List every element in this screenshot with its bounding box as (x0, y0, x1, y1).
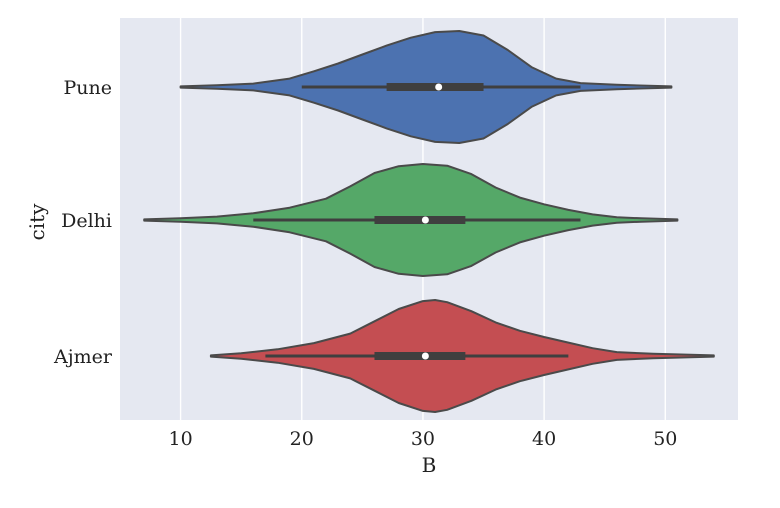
violin-median-pune (435, 83, 443, 91)
violin-box-pune (386, 83, 484, 91)
x-tick-label-40: 40 (532, 428, 556, 450)
x-axis-ticks: 10 20 30 40 50 (168, 428, 677, 450)
violin-median-delhi (421, 216, 429, 224)
y-tick-label-ajmer: Ajmer (53, 346, 113, 368)
x-tick-label-10: 10 (168, 428, 192, 450)
violins (143, 30, 715, 413)
x-tick-label-30: 30 (411, 428, 435, 450)
y-axis-categories: Pune Delhi Ajmer (53, 77, 113, 368)
y-tick-label-pune: Pune (63, 77, 112, 99)
y-axis-label: city (25, 203, 49, 241)
violin-pune (179, 30, 673, 144)
violin-box-ajmer (374, 352, 466, 360)
violin-box-delhi (374, 216, 466, 224)
violin-median-ajmer (421, 352, 429, 360)
y-tick-label-delhi: Delhi (61, 210, 112, 232)
violin-ajmer (209, 299, 715, 413)
x-tick-label-50: 50 (653, 428, 677, 450)
x-axis-label: B (422, 453, 437, 477)
violin-delhi (143, 163, 679, 277)
x-tick-label-20: 20 (290, 428, 314, 450)
